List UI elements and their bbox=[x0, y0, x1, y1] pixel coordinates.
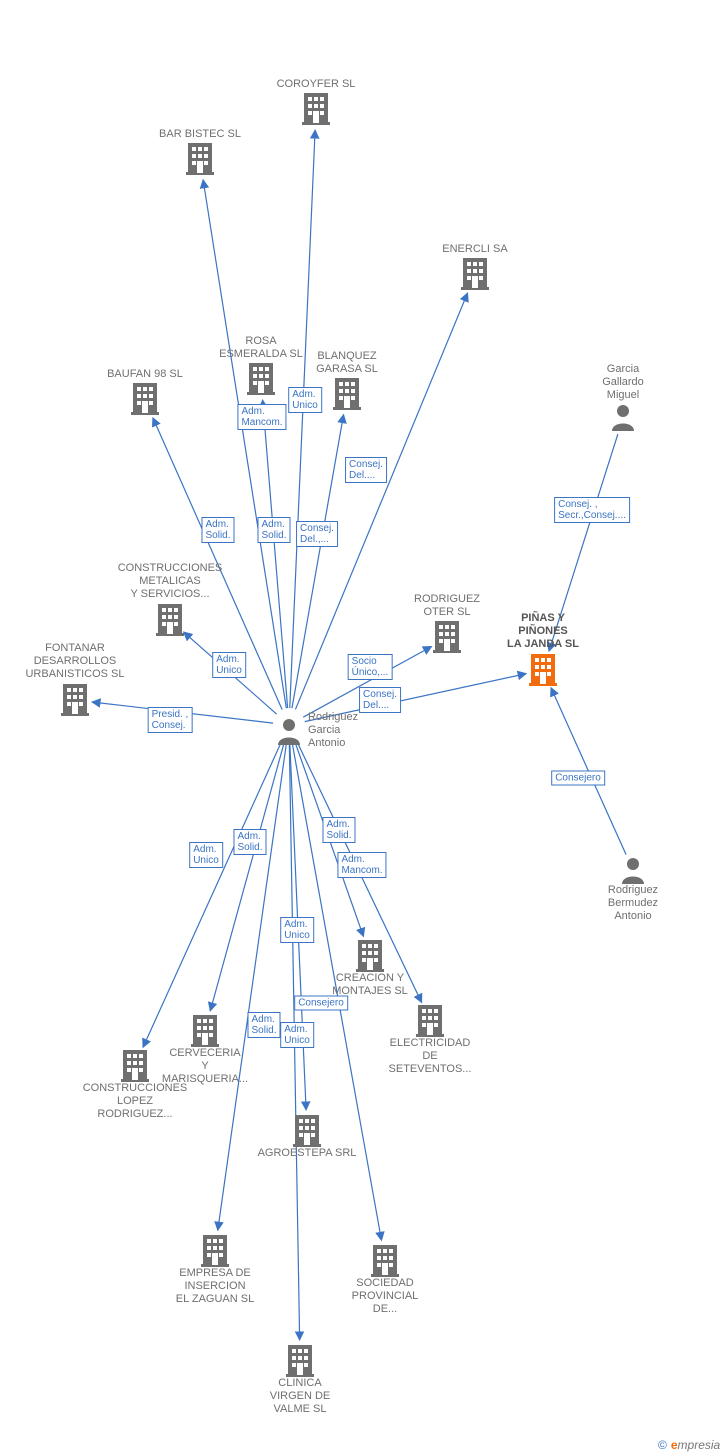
node-label: BAR BISTEC SL bbox=[140, 128, 260, 141]
edge-label-rodriguez-cerveceria: Adm. Solid. bbox=[233, 829, 266, 855]
edge-label-rodriguez-creacion: Adm. Solid. bbox=[322, 817, 355, 843]
edge-label-rodriguez-baufan: Adm. Solid. bbox=[201, 517, 234, 543]
node-pinas[interactable]: PIÑAS Y PIÑONES LA JANDA SL bbox=[483, 612, 603, 686]
watermark-e: e bbox=[671, 1438, 678, 1452]
node-construmet[interactable]: CONSTRUCCIONES METALICAS Y SERVICIOS... bbox=[110, 562, 230, 636]
node-label: FONTANAR DESARROLLOS URBANISTICOS SL bbox=[15, 642, 135, 682]
node-label: BLANQUEZ GARASA SL bbox=[287, 350, 407, 376]
node-label: Rodriguez Garcia Antonio bbox=[308, 711, 358, 751]
node-label: Rodriguez Bermudez Antonio bbox=[573, 884, 693, 924]
edge-label-rodriguez-clinica: Adm. Unico bbox=[280, 917, 314, 943]
node-label: CREACION Y MONTAJES SL bbox=[310, 972, 430, 998]
node-label: CONSTRUCCIONES LOPEZ RODRIGUEZ... bbox=[75, 1082, 195, 1122]
edge-label-rodriguez-agroestepa: Adm. Unico bbox=[280, 1022, 314, 1048]
node-empresa[interactable]: EMPRESA DE INSERCION EL ZAGUAN SL bbox=[155, 1233, 275, 1307]
edge-label-rodriguez-barbistec: Adm. Mancom. bbox=[237, 404, 286, 430]
edge-label-rodriguez-construlopez: Adm. Unico bbox=[189, 842, 223, 868]
edge-rodriguez-cerveceria bbox=[210, 741, 284, 1011]
edge-label-rodriguez-electricidad: Adm. Mancom. bbox=[337, 852, 386, 878]
node-label: BAUFAN 98 SL bbox=[85, 368, 205, 381]
node-garcia[interactable]: Garcia Gallardo Miguel bbox=[563, 363, 683, 431]
node-barbistec[interactable]: BAR BISTEC SL bbox=[140, 128, 260, 175]
node-electricidad[interactable]: ELECTRICIDAD DE SETEVENTOS... bbox=[370, 1003, 490, 1077]
edge-label-rodbermudez-pinas: Consejero bbox=[551, 771, 605, 786]
edge-label-rodriguez-blanquez: Consej. Del.,... bbox=[296, 521, 338, 547]
edges-layer bbox=[0, 0, 728, 1455]
node-label: PIÑAS Y PIÑONES LA JANDA SL bbox=[483, 612, 603, 652]
edge-label-rodriguez-enercli: Consej. Del.... bbox=[345, 457, 387, 483]
node-sociedad[interactable]: SOCIEDAD PROVINCIAL DE... bbox=[325, 1243, 445, 1317]
node-label: CLINICA VIRGEN DE VALME SL bbox=[240, 1377, 360, 1417]
edge-label-rodriguez-pinas: Consej. Del.... bbox=[359, 687, 401, 713]
node-label: COROYFER SL bbox=[256, 78, 376, 91]
watermark: © empresia bbox=[658, 1438, 720, 1452]
edge-label-rodriguez-sociedad: Consejero bbox=[294, 996, 348, 1011]
edge-rodriguez-blanquez bbox=[292, 415, 344, 709]
node-enercli[interactable]: ENERCLI SA bbox=[415, 243, 535, 290]
edge-rodriguez-coroyfer bbox=[290, 130, 315, 708]
node-label: CONSTRUCCIONES METALICAS Y SERVICIOS... bbox=[110, 562, 230, 602]
node-label: SOCIEDAD PROVINCIAL DE... bbox=[325, 1277, 445, 1317]
node-coroyfer[interactable]: COROYFER SL bbox=[256, 78, 376, 125]
node-baufan[interactable]: BAUFAN 98 SL bbox=[85, 368, 205, 415]
node-creacion[interactable]: CREACION Y MONTAJES SL bbox=[310, 938, 430, 998]
edge-label-rodriguez-coroyfer: Adm. Unico bbox=[288, 387, 322, 413]
edge-rodriguez-rosa bbox=[263, 400, 288, 708]
edge-label-rodriguez-empresa: Adm. Solid. bbox=[247, 1012, 280, 1038]
edge-label-garcia-pinas: Consej. , Secr.,Consej.... bbox=[554, 497, 630, 523]
edge-rodriguez-construlopez bbox=[143, 740, 282, 1047]
node-label: ELECTRICIDAD DE SETEVENTOS... bbox=[370, 1037, 490, 1077]
edge-label-rodriguez-rosa: Adm. Solid. bbox=[257, 517, 290, 543]
node-rodbermudez[interactable]: Rodriguez Bermudez Antonio bbox=[573, 856, 693, 924]
edge-label-rodriguez-fontanar: Presid. , Consej. bbox=[148, 707, 193, 733]
watermark-rest: mpresia bbox=[678, 1438, 721, 1452]
node-construlopez[interactable]: CONSTRUCCIONES LOPEZ RODRIGUEZ... bbox=[75, 1048, 195, 1122]
node-label: ENERCLI SA bbox=[415, 243, 535, 256]
node-label: AGROESTEPA SRL bbox=[247, 1147, 367, 1160]
node-clinica[interactable]: CLINICA VIRGEN DE VALME SL bbox=[240, 1343, 360, 1417]
node-rodriguez[interactable]: Rodriguez Garcia Antonio bbox=[276, 711, 358, 751]
edge-label-rodriguez-rodriguezoter: Socio Único,... bbox=[348, 654, 393, 680]
node-fontanar[interactable]: FONTANAR DESARROLLOS URBANISTICOS SL bbox=[15, 642, 135, 716]
node-label: EMPRESA DE INSERCION EL ZAGUAN SL bbox=[155, 1267, 275, 1307]
copyright-symbol: © bbox=[658, 1438, 667, 1452]
node-label: Garcia Gallardo Miguel bbox=[563, 363, 683, 403]
node-agroestepa[interactable]: AGROESTEPA SRL bbox=[247, 1113, 367, 1160]
edge-label-rodriguez-construmet: Adm. Unico bbox=[212, 652, 246, 678]
